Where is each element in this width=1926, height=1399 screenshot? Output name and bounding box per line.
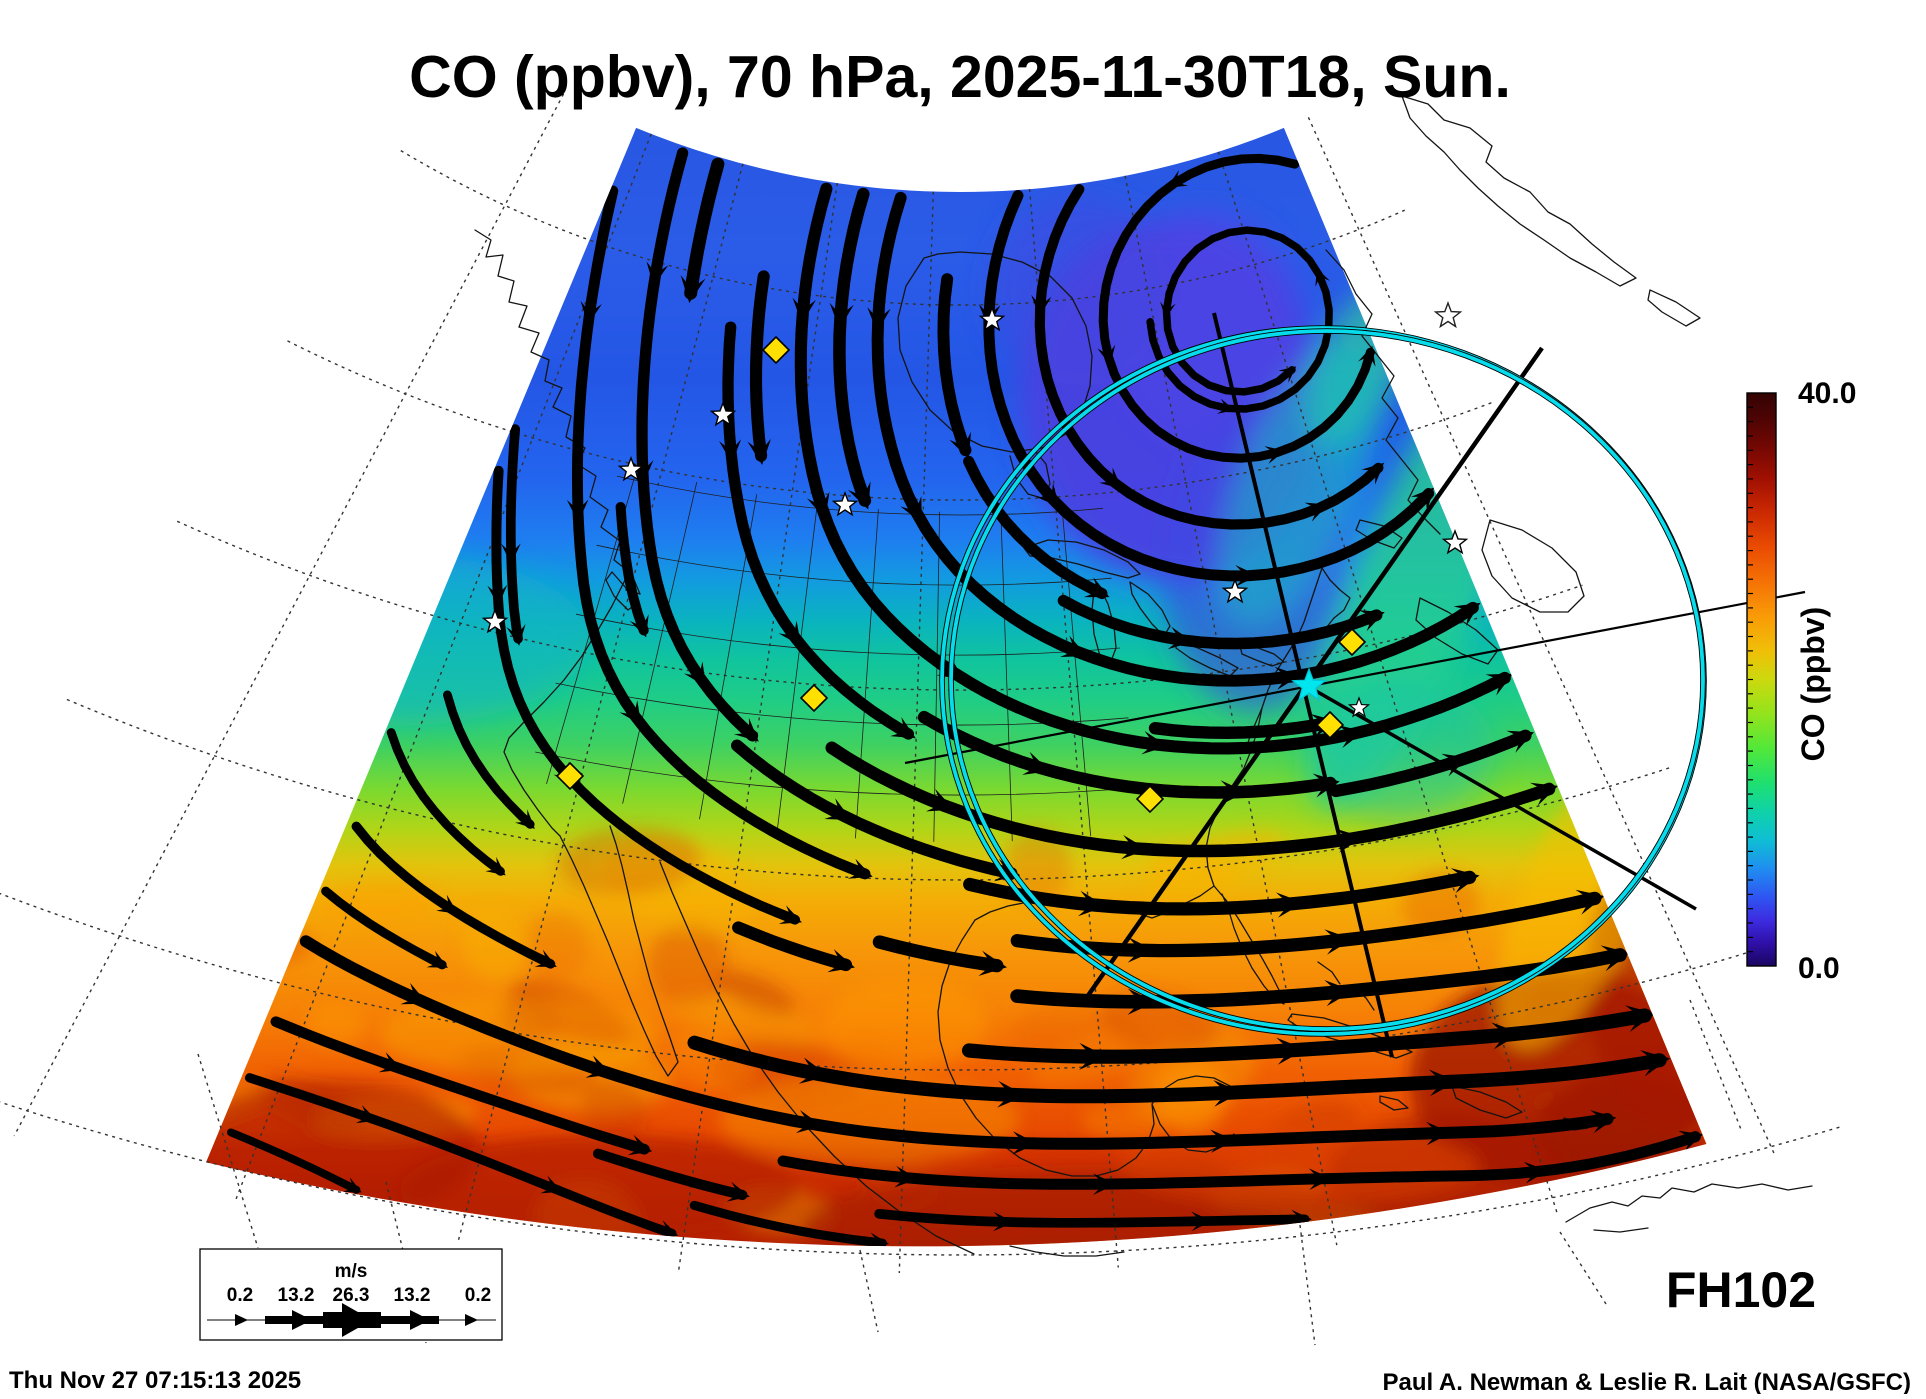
svg-text:40.0: 40.0 — [1798, 377, 1856, 410]
svg-text:CO (ppbv), 70 hPa, 2025-11-30T: CO (ppbv), 70 hPa, 2025-11-30T18, Sun. — [409, 44, 1511, 110]
svg-text:0.0: 0.0 — [1798, 952, 1840, 985]
svg-text:CO (ppbv): CO (ppbv) — [1795, 607, 1831, 762]
svg-text:13.2: 13.2 — [278, 1285, 315, 1306]
svg-text:Paul A. Newman & Leslie R. Lai: Paul A. Newman & Leslie R. Lait (NASA/GS… — [1382, 1369, 1911, 1394]
svg-text:0.2: 0.2 — [465, 1285, 491, 1306]
svg-text:Thu Nov 27 07:15:13 2025: Thu Nov 27 07:15:13 2025 — [9, 1367, 301, 1394]
svg-text:FH102: FH102 — [1666, 1262, 1816, 1318]
svg-text:26.3: 26.3 — [333, 1285, 370, 1306]
svg-text:0.2: 0.2 — [227, 1285, 253, 1306]
svg-text:m/s: m/s — [335, 1261, 368, 1282]
svg-text:13.2: 13.2 — [394, 1285, 431, 1306]
